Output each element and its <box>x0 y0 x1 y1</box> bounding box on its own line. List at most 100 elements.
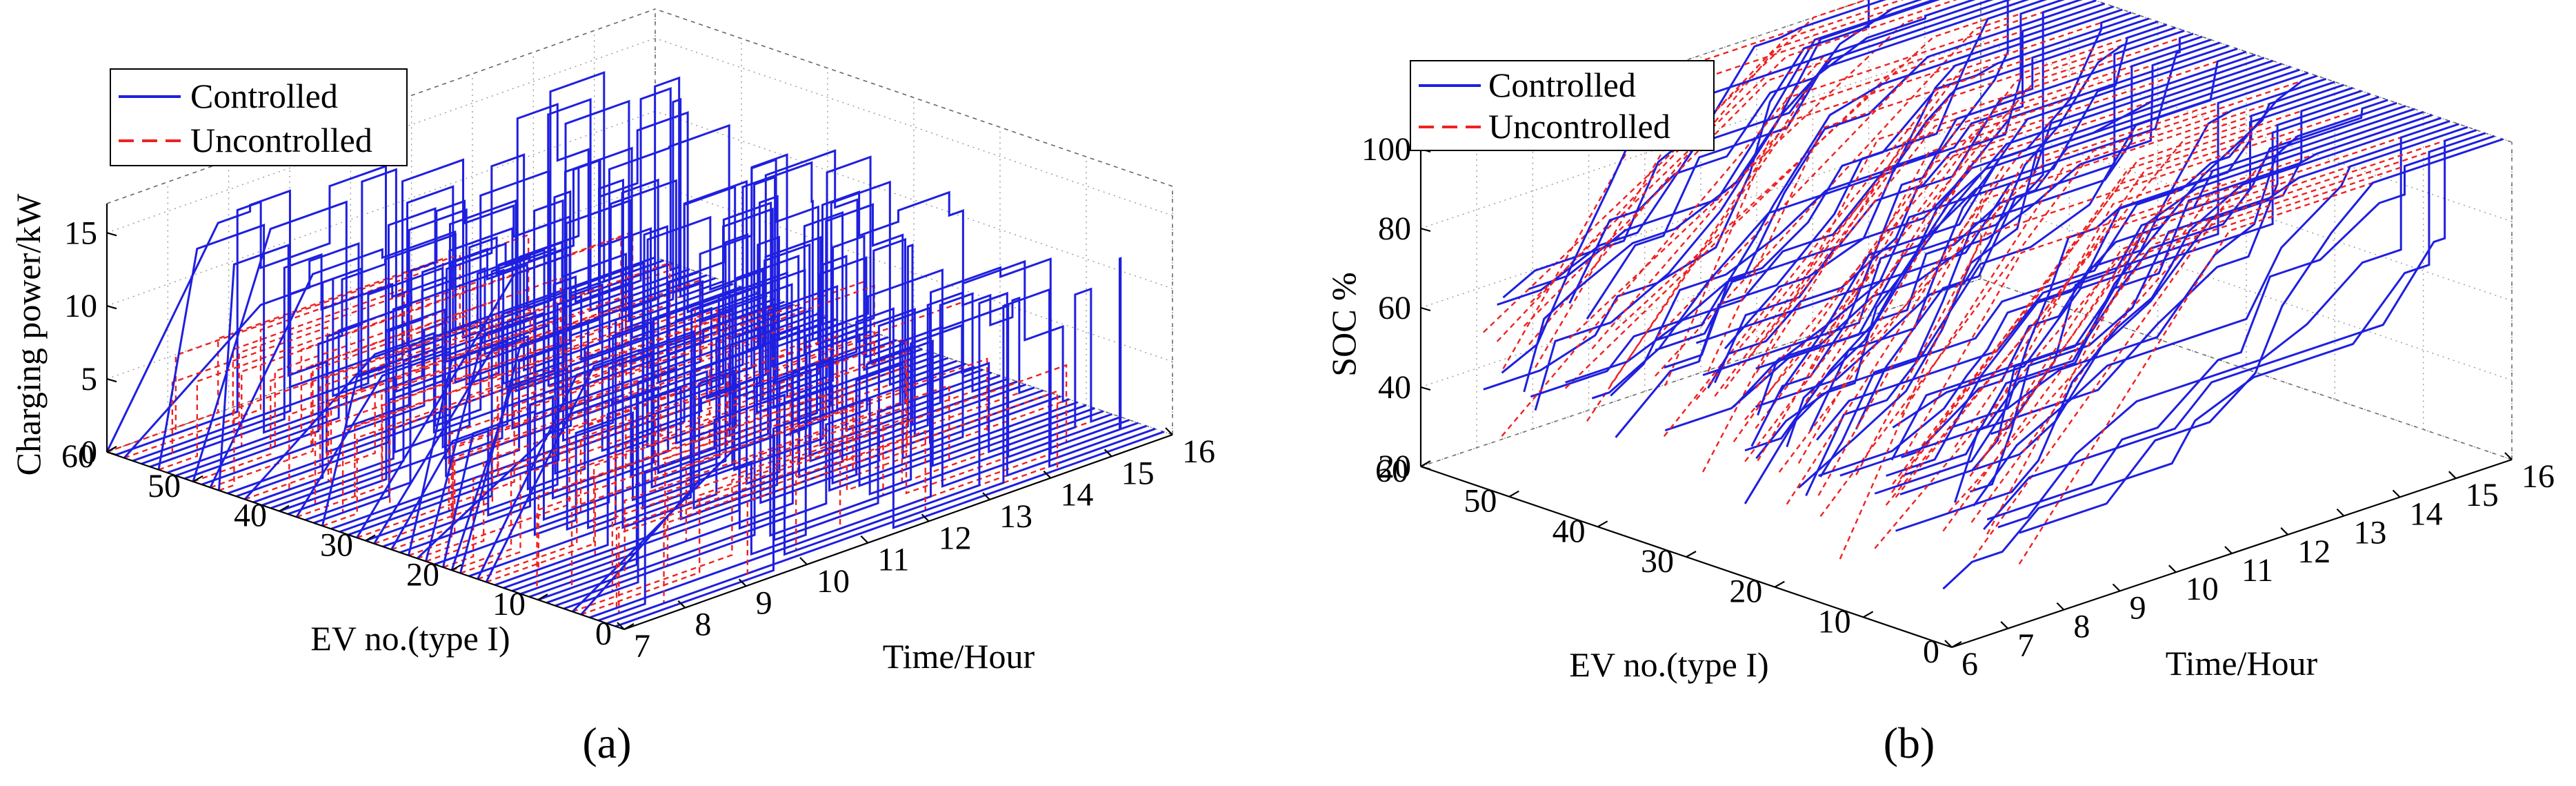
z-tick-mark <box>1420 227 1431 233</box>
time-axis-label-b: Time/Hour <box>2166 644 2318 682</box>
gridline-z <box>655 37 1173 217</box>
series-controlled-ev-36 <box>313 158 863 524</box>
time-tick-mark <box>2280 527 2288 536</box>
series-controlled-ev-44 <box>243 199 794 500</box>
series-controlled-ev-56 <box>141 190 690 465</box>
series-uncontrolled-ev-19 <box>460 337 1009 574</box>
series-uncontrolled-ev-23 <box>1816 72 2309 397</box>
series-controlled-ev-60 <box>1483 0 1870 391</box>
ev-tick-label: 10 <box>1818 603 1851 640</box>
time-tick-mark <box>2056 602 2065 611</box>
ev-tick-mark <box>192 475 203 482</box>
ev-tick-label: 10 <box>492 586 526 622</box>
z-tick-label: 60 <box>1378 290 1411 326</box>
series-controlled-ev-28 <box>382 225 932 548</box>
series-uncontrolled-ev-37 <box>1744 30 2185 420</box>
z-axis-label-b: SOC % <box>1324 272 1363 376</box>
time-tick-mark <box>677 600 686 609</box>
time-tick-label: 13 <box>2353 515 2386 551</box>
time-tick-mark <box>860 535 869 544</box>
ev-ticks-b: 0 10 20 30 40 50 60 <box>1375 453 1962 670</box>
series-uncontrolled-ev-3 <box>1942 132 2486 532</box>
time-tick-mark <box>2000 621 2008 629</box>
z-tick-mark <box>106 232 117 237</box>
series-uncontrolled-ev-7 <box>1997 120 2450 445</box>
series-uncontrolled-ev-45 <box>1656 6 2114 337</box>
series-controlled-ev-24 <box>1855 68 2300 430</box>
time-tick-label: 9 <box>2130 589 2146 626</box>
data-lines-b <box>1483 0 2504 590</box>
ev-tick-label: 0 <box>1923 633 1939 670</box>
series-controlled-ev-44 <box>1591 8 2123 400</box>
series-controlled-ev-31 <box>356 179 906 538</box>
series-controlled-ev-52 <box>1523 0 2012 393</box>
z-tick-label: 0 <box>81 434 97 471</box>
ev-tick-mark <box>1863 611 1874 618</box>
series-uncontrolled-ev-36 <box>1702 32 2194 473</box>
series-controlled-ev-11 <box>1874 108 2415 495</box>
series-uncontrolled-ev-20 <box>1817 81 2335 496</box>
series-controlled-ev-16 <box>1954 92 2371 503</box>
top-edge <box>655 8 1173 187</box>
time-tick-mark <box>1165 427 1173 435</box>
time-tick-label: 9 <box>756 584 772 621</box>
time-axis-label-a: Time/Hour <box>883 637 1035 676</box>
series-controlled-ev-54 <box>1568 0 1976 304</box>
series-controlled-ev-3 <box>597 291 1148 622</box>
gridline-z <box>1420 119 1981 308</box>
series-uncontrolled-ev-3 <box>598 425 1147 622</box>
series-uncontrolled-ev-9 <box>1904 114 2433 455</box>
z-tick-label: 10 <box>64 288 97 324</box>
series-controlled-ev-13 <box>1948 101 2397 429</box>
series-controlled-ev-17 <box>477 243 1027 580</box>
series-uncontrolled-ev-28 <box>1744 57 2265 462</box>
ev-tick-label: 30 <box>1641 543 1674 580</box>
ev-ticks-a: 0 10 20 30 40 50 60 <box>61 438 635 652</box>
time-tick-label: 16 <box>1182 433 1215 470</box>
caption-a: (a) <box>582 718 631 767</box>
series-uncontrolled-ev-1 <box>2018 138 2504 565</box>
series-uncontrolled-ev-13 <box>1948 102 2397 513</box>
time-tick-mark <box>1043 470 1052 479</box>
z-tick-mark <box>1420 465 1431 471</box>
series-controlled-ev-41 <box>1707 17 2150 389</box>
legend-label-uncontrolled-a: Uncontrolled <box>190 121 372 159</box>
series-uncontrolled-ev-34 <box>1755 39 2212 374</box>
time-tick-mark <box>2112 583 2121 592</box>
time-tick-mark <box>2392 489 2401 498</box>
time-ticks-b: 6 7 8 9 10 11 12 13 14 15 16 <box>1944 452 2555 682</box>
series-uncontrolled-ev-4 <box>1983 129 2477 458</box>
time-tick-mark <box>2224 546 2233 554</box>
series-controlled-ev-35 <box>1750 35 2203 447</box>
series-controlled-ev-39 <box>1695 23 2167 344</box>
series-controlled-ev-7 <box>1997 120 2450 529</box>
series-controlled-ev-47 <box>1565 0 2097 384</box>
gridline-z <box>1420 40 1981 229</box>
series-uncontrolled-ev-46 <box>1610 2 2106 386</box>
series-controlled-ev-58 <box>123 102 673 459</box>
time-tick-mark <box>617 622 625 630</box>
time-tick-mark <box>982 492 990 500</box>
series-uncontrolled-ev-39 <box>1695 23 2167 400</box>
series-uncontrolled-ev-24 <box>1855 69 2300 475</box>
series-controlled-ev-23 <box>425 203 975 562</box>
series-uncontrolled-ev-22 <box>1819 75 2318 518</box>
ev-tick-mark <box>1597 520 1608 528</box>
time-tick-mark <box>2504 452 2513 460</box>
z-tick-label: 20 <box>1378 449 1411 485</box>
time-tick-mark <box>2336 508 2345 517</box>
series-controlled-ev-17 <box>1899 90 2362 495</box>
ev-tick-mark <box>1774 580 1785 588</box>
ev-tick-mark <box>365 534 376 542</box>
series-controlled-ev-6 <box>1969 123 2459 493</box>
ev-axis-label-a: EV no.(type I) <box>310 619 510 658</box>
series-controlled-ev-52 <box>175 97 725 477</box>
ev-tick-label: 20 <box>1729 573 1762 610</box>
series-uncontrolled-ev-11 <box>1874 108 2415 549</box>
series-controlled-ev-40 <box>1724 20 2159 350</box>
series-controlled-ev-19 <box>459 235 1010 573</box>
z-tick-label: 100 <box>1361 131 1411 168</box>
series-controlled-ev-34 <box>330 149 880 530</box>
series-controlled-ev-5 <box>1973 126 2468 507</box>
ev-tick-mark <box>279 504 290 512</box>
